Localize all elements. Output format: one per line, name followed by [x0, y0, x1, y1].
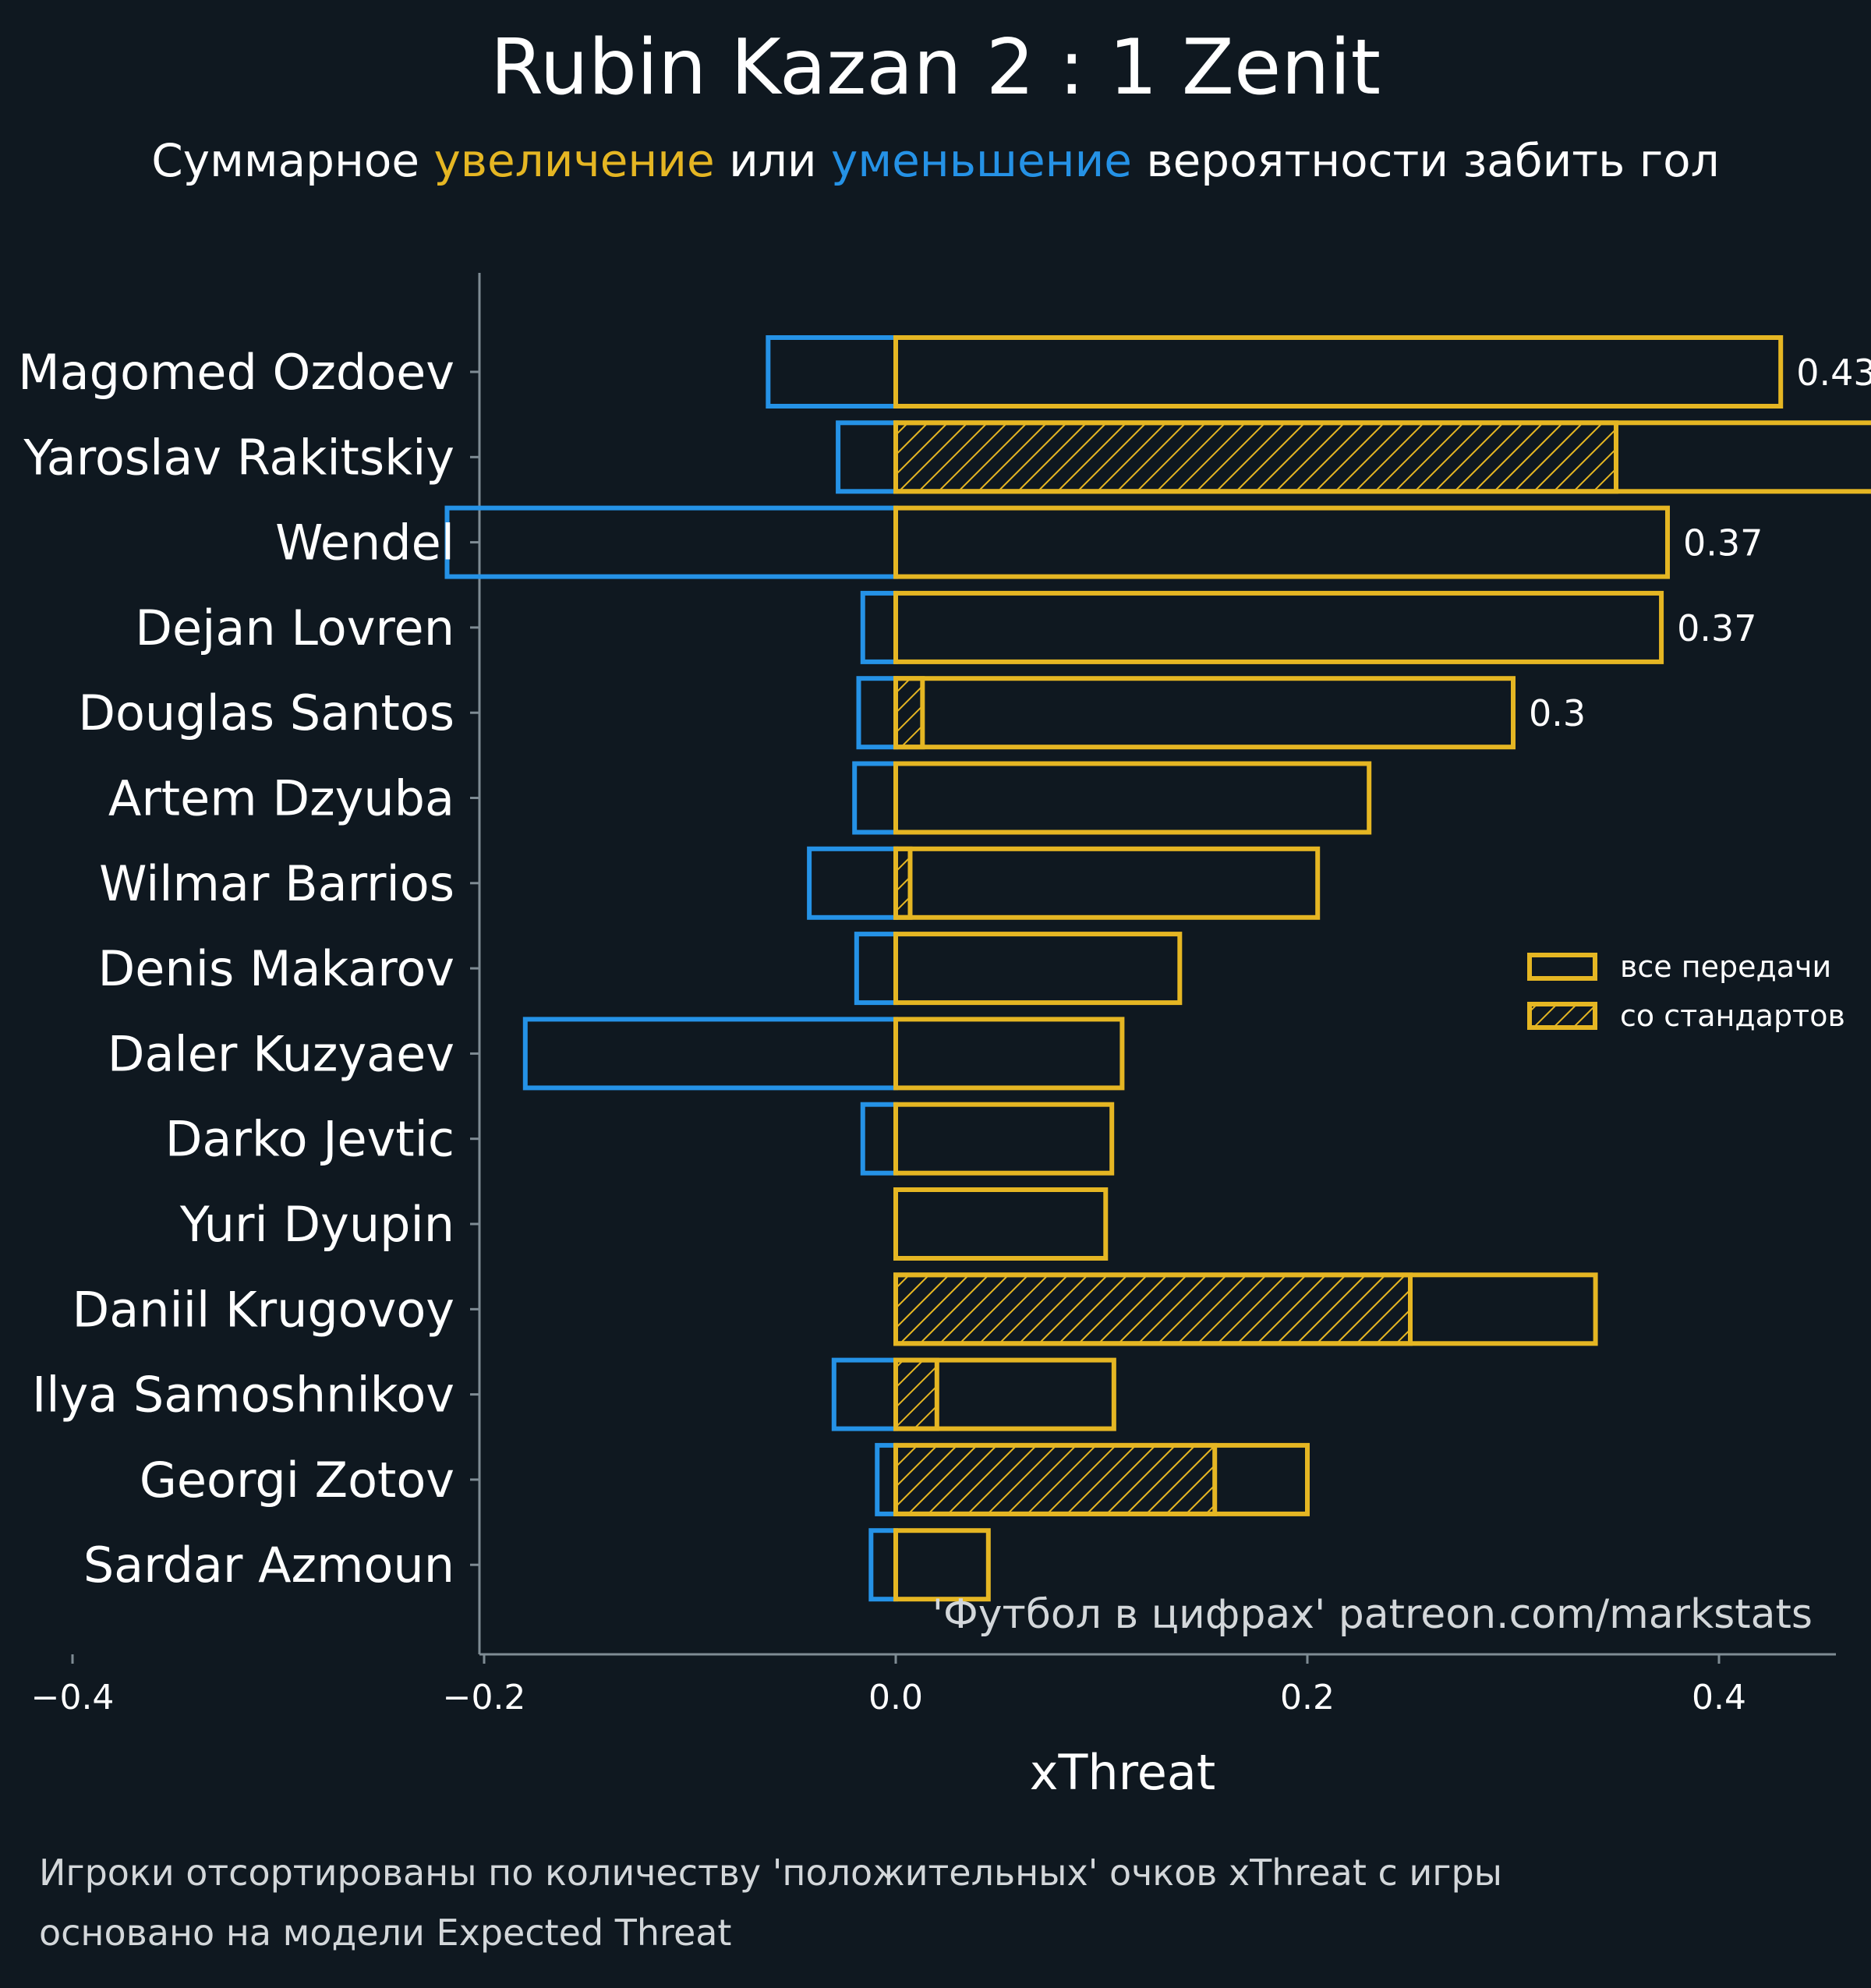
player-label: Darko Jevtic [165, 1111, 454, 1168]
player-label: Wendel [275, 515, 454, 571]
bar-positive [893, 1272, 1598, 1346]
bar-set-piece [893, 676, 925, 750]
x-tick-label: −0.4 [31, 1678, 115, 1717]
value-label: 0.3 [1529, 692, 1586, 734]
legend: все передачи со стандартов [1527, 950, 1845, 1033]
player-label: Yaroslav Rakitskiy [23, 429, 454, 486]
player-label: Magomed Ozdoev [18, 344, 454, 401]
subtitle-prefix: Суммарное [151, 134, 434, 187]
subtitle-suffix: вероятности забить гол [1131, 134, 1720, 187]
player-label: Dejan Lovren [135, 600, 454, 656]
bar-positive [893, 420, 1871, 494]
bar-positive [893, 1442, 1310, 1516]
value-label: 0.43 [1796, 352, 1871, 394]
bar-negative [766, 335, 898, 409]
value-label: 0.37 [1677, 607, 1756, 649]
subtitle-decrease-word: уменьшение [831, 134, 1132, 187]
legend-swatch-set-pieces [1527, 1002, 1597, 1030]
footnote-model: основано на модели Expected Threat [39, 1912, 732, 1954]
player-label: Daniil Krugovoy [73, 1281, 454, 1338]
legend-swatch-all-passes [1527, 953, 1597, 981]
player-label: Denis Makarov [98, 940, 454, 997]
bar-negative [836, 420, 898, 494]
x-tick-label: −0.2 [443, 1678, 526, 1717]
x-tick-label: 0.0 [868, 1678, 923, 1717]
player-label: Georgi Zotov [140, 1452, 454, 1509]
subtitle-increase-word: увеличение [433, 134, 715, 187]
bar-positive [893, 1187, 1109, 1261]
player-label: Sardar Azmoun [83, 1537, 454, 1594]
player-label: Douglas Santos [78, 684, 454, 741]
bar-set-piece [893, 420, 1618, 494]
x-axis-label: xThreat [1030, 1744, 1215, 1801]
positive-bars [893, 335, 1871, 1602]
bar-negative [854, 932, 898, 1006]
bar-positive [893, 1017, 1125, 1091]
bar-negative [860, 590, 899, 664]
chart-title: Rubin Kazan 2 : 1 Zenit [490, 23, 1381, 112]
player-label: Artem Dzyuba [108, 770, 454, 827]
bar-negative [831, 1357, 899, 1431]
bar-negative [860, 1102, 899, 1176]
bar-positive [893, 932, 1183, 1006]
x-tick-label: 0.4 [1692, 1678, 1746, 1717]
bar-positive [893, 505, 1670, 579]
player-label: Daler Kuzyaev [108, 1025, 454, 1082]
value-label: 0.37 [1683, 522, 1763, 564]
legend-label-set-pieces: со стандартов [1620, 999, 1845, 1033]
bar-positive [893, 761, 1372, 835]
negative-bars [444, 335, 899, 1602]
bar-negative [444, 505, 898, 579]
bar-negative [807, 846, 898, 920]
bar-negative [522, 1017, 898, 1091]
player-label: Ilya Samoshnikov [32, 1367, 454, 1424]
player-label: Wilmar Barrios [99, 855, 454, 912]
bar-negative [852, 761, 898, 835]
subtitle-middle: или [714, 134, 832, 187]
footnote-sorting: Игроки отсортированы по количеству 'поло… [39, 1852, 1502, 1894]
bar-set-piece [893, 1442, 1218, 1516]
bar-positive [893, 846, 1321, 920]
bar-negative [868, 1528, 898, 1602]
bar-positive [893, 1528, 991, 1602]
bar-set-piece [893, 1272, 1413, 1346]
legend-label-all-passes: все передачи [1620, 950, 1831, 984]
bar-negative [856, 676, 898, 750]
chart-subtitle: Суммарное увеличение или уменьшение веро… [0, 134, 1871, 187]
x-tick-label: 0.2 [1280, 1678, 1335, 1717]
bar-set-piece [893, 1357, 939, 1431]
set-piece-bars [893, 420, 1618, 1516]
axes: −0.4−0.20.00.20.40.60.8 [31, 273, 1836, 1717]
watermark-text: 'Футбол в цифрах' patreon.com/markstats [932, 1591, 1813, 1638]
bar-positive [893, 1357, 1116, 1431]
bar-positive [893, 590, 1664, 664]
bar-positive [893, 676, 1516, 750]
bar-negative [875, 1442, 898, 1516]
bar-positive [893, 1102, 1115, 1176]
player-label: Yuri Dyupin [179, 1196, 454, 1253]
bar-positive [893, 335, 1784, 409]
